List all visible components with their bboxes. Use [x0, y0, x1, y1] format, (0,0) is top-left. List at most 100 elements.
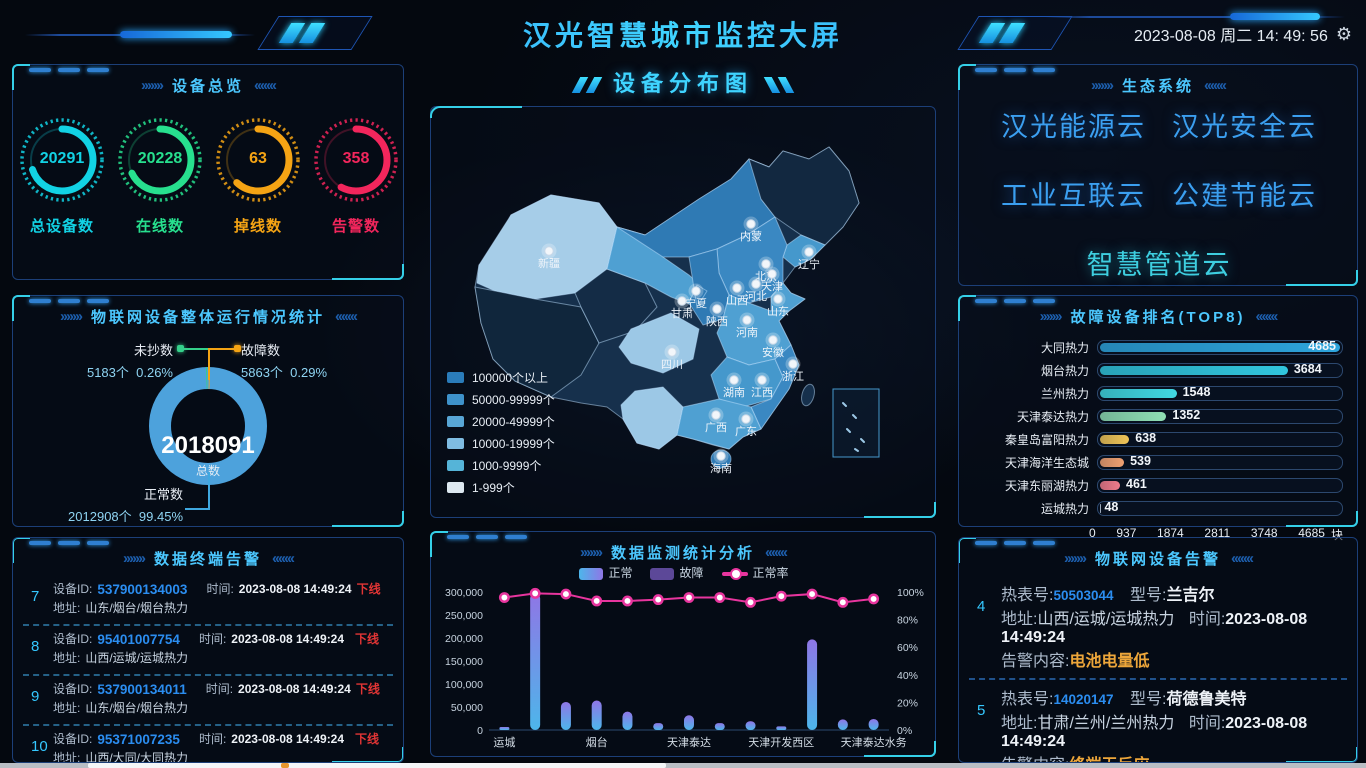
map-marker-河北[interactable]: 河北: [745, 276, 767, 304]
bar-normal[interactable]: [560, 701, 571, 730]
bar-normal[interactable]: [653, 723, 664, 730]
taskbar-app-icon[interactable]: [281, 763, 289, 768]
map-marker-浙江[interactable]: 浙江: [782, 356, 804, 384]
line-point[interactable]: [560, 588, 572, 600]
bar-normal[interactable]: [745, 721, 756, 730]
settings-gear-icon[interactable]: ⚙: [1335, 23, 1352, 44]
line-point[interactable]: [714, 592, 726, 603]
map-marker-广东[interactable]: 广东: [735, 411, 757, 439]
legend-normal: 正常: [579, 564, 632, 581]
map-marker-宁夏[interactable]: 宁夏: [685, 283, 707, 311]
line-point[interactable]: [622, 595, 633, 607]
alert-content: 终端无反应: [1069, 757, 1149, 762]
bar-normal[interactable]: [714, 723, 725, 730]
line-point[interactable]: [745, 596, 756, 608]
svg-text:300,000: 300,000: [445, 587, 483, 599]
line-point[interactable]: [868, 593, 880, 605]
map-marker-河南[interactable]: 河南: [736, 312, 758, 340]
top8-row[interactable]: 天津东丽湖热力 461: [977, 474, 1343, 497]
top8-row[interactable]: 烟台热力 3684: [977, 359, 1343, 382]
svg-text:天津: 天津: [761, 280, 783, 293]
ecosystem-item[interactable]: 公建节能云: [1172, 181, 1317, 211]
china-map[interactable]: 新疆内蒙辽宁北京天津河北山西山东宁夏甘肃陕西河南安徽浙江四川湖南江西广西广东海南: [431, 107, 935, 517]
bar-normal[interactable]: [622, 711, 633, 730]
ecosystem-item[interactable]: 工业互联云: [1001, 181, 1146, 211]
bar-normal[interactable]: [684, 715, 694, 730]
iot-alert-row[interactable]: 4 热表号:50503044 型号:兰吉尔 地址:山西/运城/运城热力 时间:2…: [969, 576, 1347, 680]
line-point[interactable]: [683, 592, 695, 603]
bar-normal[interactable]: [591, 700, 602, 730]
bar-normal[interactable]: [499, 727, 510, 730]
top8-value: 1548: [1182, 385, 1211, 399]
top8-axis: 0 937 1874 2811 3748 4685 块: [1089, 526, 1343, 542]
map-marker-内蒙[interactable]: 内蒙: [740, 216, 762, 244]
ecosystem-item[interactable]: 汉光能源云: [1001, 112, 1146, 142]
gauge-value: 63: [249, 150, 267, 167]
terminal-alert-row[interactable]: 10 设备ID: 95371007235 时间: 2023-08-08 14:49:…: [23, 726, 393, 762]
line-point[interactable]: [591, 595, 603, 607]
top8-row[interactable]: 大同热力 4685: [977, 336, 1343, 359]
ecosystem-item[interactable]: 汉光安全云: [1172, 112, 1317, 142]
bar-normal[interactable]: [868, 718, 879, 730]
top8-label: 天津东丽湖热力: [1004, 479, 1089, 493]
bar-normal[interactable]: [837, 719, 848, 730]
map-marker-山东[interactable]: 山东: [767, 291, 789, 319]
line-point[interactable]: [775, 590, 787, 602]
terminal-alert-row[interactable]: 8 设备ID: 95401007754 时间: 2023-08-08 14:49:2…: [23, 626, 393, 676]
map-legend-item: 1-999个: [447, 479, 555, 496]
iot-alert-row[interactable]: 5 热表号:14020147 型号:荷德鲁美特 地址:甘肃/兰州/兰州热力 时间…: [969, 680, 1347, 762]
map-marker-四川[interactable]: 四川: [661, 344, 683, 372]
monitor-chart[interactable]: 0 50,000 100,000 150,000 200,000 250,000 300,0…: [431, 582, 935, 754]
south-china-sea-inset: [832, 388, 880, 458]
top8-row[interactable]: 兰州热力 1548: [977, 382, 1343, 405]
bar-normal[interactable]: [807, 639, 818, 730]
top8-row[interactable]: 天津海洋生态城 539: [977, 451, 1343, 474]
chevrons-right-icon: ›››››››: [141, 77, 164, 94]
map-marker-新疆[interactable]: 新疆: [538, 243, 560, 271]
top8-label: 烟台热力: [1040, 364, 1089, 378]
terminal-alert-row[interactable]: 9 设备ID: 537900134011 时间: 2023-08-08 14:49:…: [23, 676, 393, 726]
top8-row[interactable]: 秦皇岛富阳热力 638: [977, 428, 1343, 451]
gauge-label: 在线数: [135, 218, 184, 235]
top8-row[interactable]: 天津泰达热力 1352: [977, 405, 1343, 428]
top8-track: 1352: [1097, 408, 1343, 424]
top8-row[interactable]: 运城热力 48: [977, 497, 1343, 520]
map-marker-山西[interactable]: 山西: [726, 280, 748, 308]
meter-model: 兰吉尔: [1166, 587, 1215, 604]
header-capsule-right: [1230, 13, 1320, 20]
chevrons-left-icon: ‹‹‹‹‹‹‹: [1255, 308, 1278, 325]
panel-title: 物联网设备整体运行情况统计: [90, 309, 325, 326]
line-point[interactable]: [652, 594, 664, 606]
legend-rate: 正常率: [721, 564, 789, 581]
map-marker-海南[interactable]: 海南: [710, 448, 732, 476]
panel-fault-ranking: ››››››› 故障设备排名(TOP8) ‹‹‹‹‹‹‹ 大同热力 4685 烟台热…: [958, 295, 1358, 542]
bar-normal[interactable]: [530, 593, 541, 730]
ecosystem-item[interactable]: 智慧管道云: [1086, 250, 1232, 280]
line-point[interactable]: [837, 596, 849, 608]
taskbar[interactable]: [0, 763, 1366, 768]
line-point[interactable]: [806, 588, 818, 600]
map-marker-甘肃[interactable]: 甘肃: [671, 293, 693, 321]
donut-chart: 2018091 总数 未抄数 5183个 0.26% 故障数 5863个 0.2…: [13, 332, 405, 528]
meter-address: 山西/运城/运城热力: [1037, 611, 1175, 628]
line-point[interactable]: [498, 592, 510, 603]
map-marker-辽宁[interactable]: 辽宁: [798, 244, 820, 272]
page-title: 汉光智慧城市监控大屏: [0, 14, 1366, 54]
map-marker-广西[interactable]: 广西: [705, 407, 727, 435]
bar-normal[interactable]: [776, 726, 787, 730]
row-index: 8: [31, 638, 40, 655]
terminal-alert-row[interactable]: 7 设备ID: 537900134003 时间: 2023-08-08 14:49:…: [23, 576, 393, 626]
map-marker-江西[interactable]: 江西: [751, 372, 773, 400]
row-index: 7: [31, 588, 40, 605]
map-marker-陕西[interactable]: 陕西: [706, 301, 728, 329]
top8-label: 秦皇岛富阳热力: [1004, 433, 1089, 447]
map-marker-安徽[interactable]: 安徽: [762, 332, 784, 360]
taskbar-window-strip[interactable]: [88, 763, 666, 768]
top8-label: 天津泰达热力: [1016, 410, 1089, 424]
ecosystem-list: 汉光能源云 汉光安全云工业互联云 公建节能云智慧管道云: [959, 105, 1359, 282]
line-point[interactable]: [529, 587, 541, 599]
donut-total-value: 2018091: [161, 432, 255, 459]
map-marker-湖南[interactable]: 湖南: [723, 372, 745, 400]
header-line-right: [1045, 16, 1345, 18]
map-marker-天津[interactable]: 天津: [761, 266, 783, 294]
